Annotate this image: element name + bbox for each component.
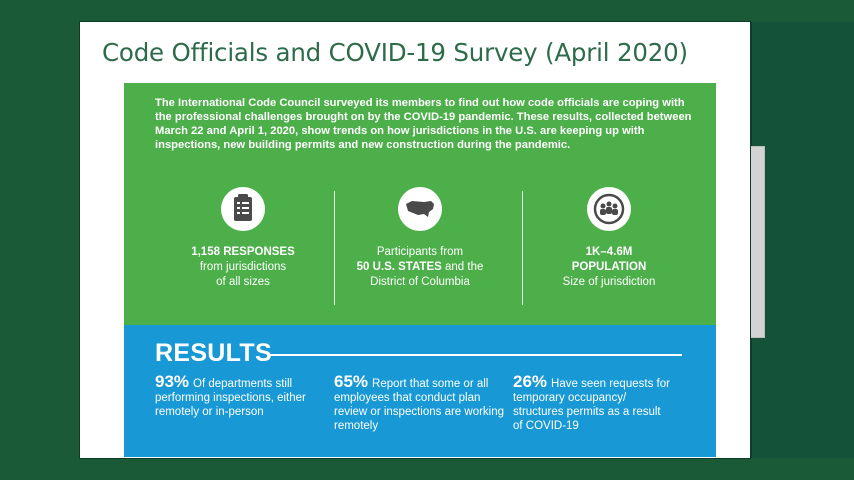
results-heading: RESULTS [155, 339, 272, 367]
states-line1: Participants from [376, 246, 464, 258]
clipboard-icon [221, 187, 265, 231]
result-text: Have seen requests for temporary occupan… [513, 378, 670, 432]
slide: Code Officials and COVID-19 Survey (Apri… [80, 22, 750, 458]
responses-line3: of all sizes [216, 276, 270, 288]
result-percent: 26% [513, 372, 548, 391]
result-item: 93% Of departments still performing inspe… [155, 372, 325, 419]
stat-population: 1K–4.6M POPULATION Size of jurisdiction [514, 187, 704, 298]
states-line2-suffix: and the [441, 261, 484, 273]
population-range: 1K–4.6M [585, 246, 633, 258]
states-count: 50 U.S. STATES [356, 261, 442, 273]
stat-states: Participants from 50 U.S. STATES and the… [325, 187, 515, 298]
result-percent: 93% [155, 372, 190, 391]
right-panel [751, 22, 854, 458]
survey-summary-panel: The International Code Council surveyed … [124, 83, 716, 325]
responses-line2: from jurisdictions [199, 261, 287, 273]
divider [522, 191, 523, 305]
result-text: Report that some or all employees that c… [334, 378, 505, 432]
result-item: 65% Report that some or all employees tha… [334, 372, 506, 433]
responses-count: 1,158 RESPONSES [191, 246, 295, 258]
globe-people-icon [587, 187, 631, 231]
results-rule [270, 354, 682, 356]
slide-title: Code Officials and COVID-19 Survey (Apri… [102, 38, 688, 67]
stat-responses: 1,158 RESPONSES from jurisdictions of al… [148, 187, 338, 298]
population-label: POPULATION [571, 261, 647, 273]
population-line3: Size of jurisdiction [562, 276, 656, 288]
result-percent: 65% [334, 372, 369, 391]
us-map-icon [398, 187, 442, 231]
states-line3: District of Columbia [370, 276, 470, 288]
results-panel: RESULTS 93% Of departments still performi… [124, 325, 716, 457]
divider [334, 191, 335, 305]
result-item: 26% Have seen requests for temporary occu… [513, 372, 673, 433]
result-text: Of departments still performing inspecti… [155, 378, 306, 418]
intro-paragraph: The International Code Council surveyed … [155, 97, 692, 151]
